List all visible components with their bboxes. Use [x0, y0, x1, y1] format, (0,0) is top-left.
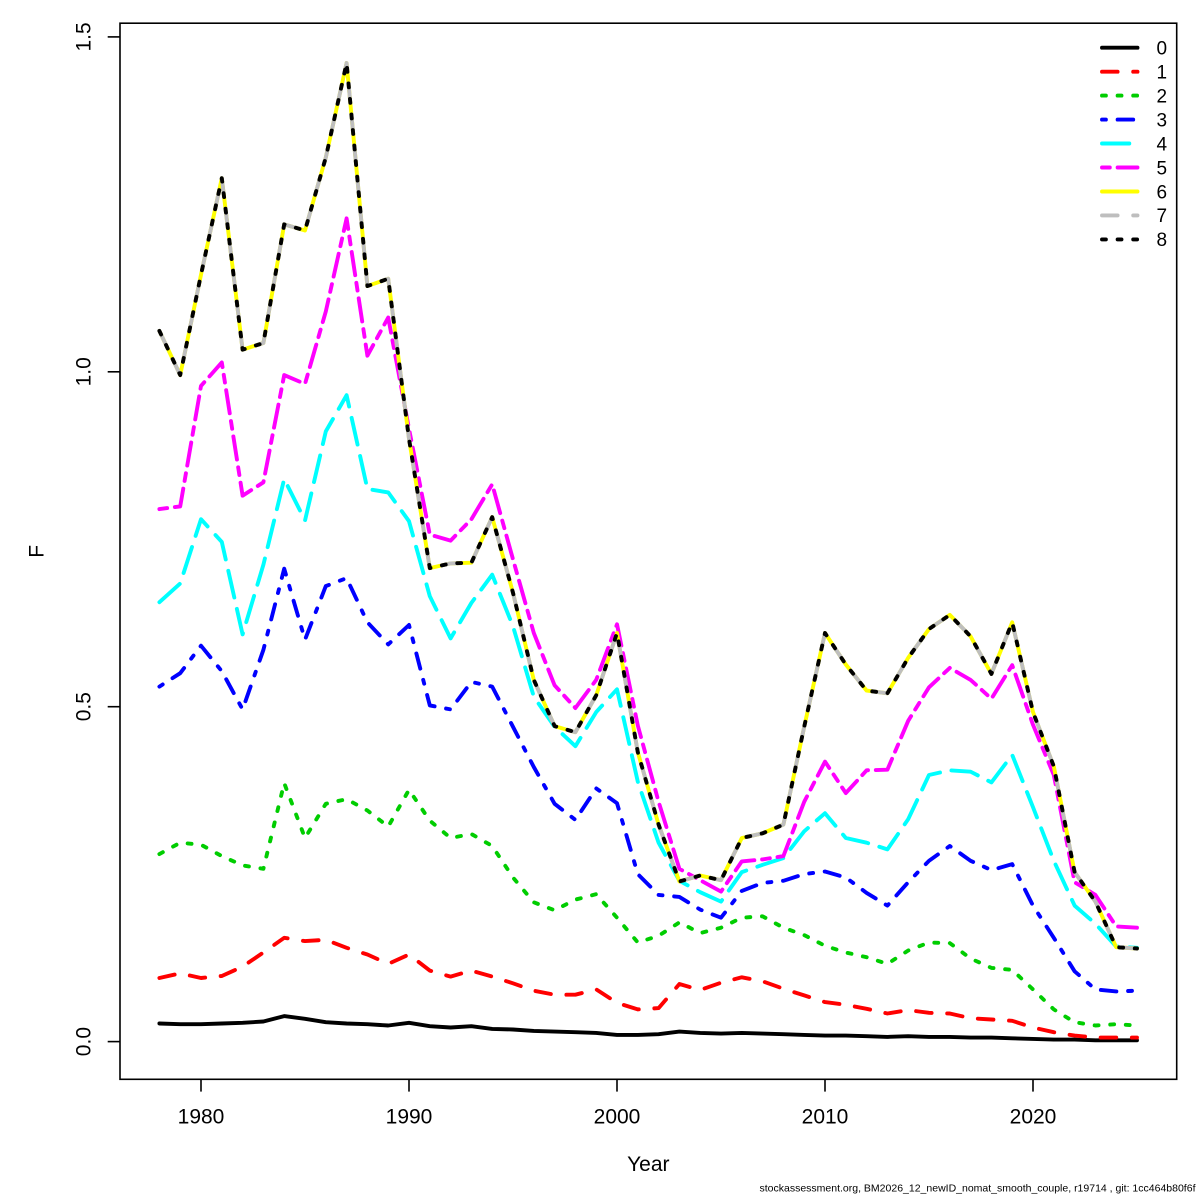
svg-text:3: 3 — [1157, 110, 1168, 131]
svg-text:2010: 2010 — [802, 1106, 849, 1129]
svg-text:5: 5 — [1157, 158, 1168, 179]
svg-text:1980: 1980 — [178, 1106, 225, 1129]
svg-text:Year: Year — [627, 1153, 669, 1176]
svg-text:stockassessment.org, BM2026_12: stockassessment.org, BM2026_12_newID_nom… — [759, 1183, 1195, 1195]
svg-text:4: 4 — [1157, 134, 1168, 155]
svg-text:8: 8 — [1157, 230, 1168, 251]
svg-text:2020: 2020 — [1010, 1106, 1057, 1129]
svg-text:1.0: 1.0 — [73, 357, 96, 386]
svg-text:2000: 2000 — [594, 1106, 641, 1129]
svg-text:1.5: 1.5 — [73, 22, 96, 51]
svg-text:1: 1 — [1157, 63, 1168, 84]
svg-text:0.5: 0.5 — [73, 692, 96, 721]
svg-text:7: 7 — [1157, 206, 1168, 227]
svg-text:0.0: 0.0 — [73, 1027, 96, 1056]
svg-text:6: 6 — [1157, 182, 1168, 203]
svg-text:0: 0 — [1157, 39, 1168, 60]
svg-text:2: 2 — [1157, 86, 1168, 107]
svg-text:1990: 1990 — [386, 1106, 433, 1129]
svg-text:F: F — [25, 545, 48, 558]
